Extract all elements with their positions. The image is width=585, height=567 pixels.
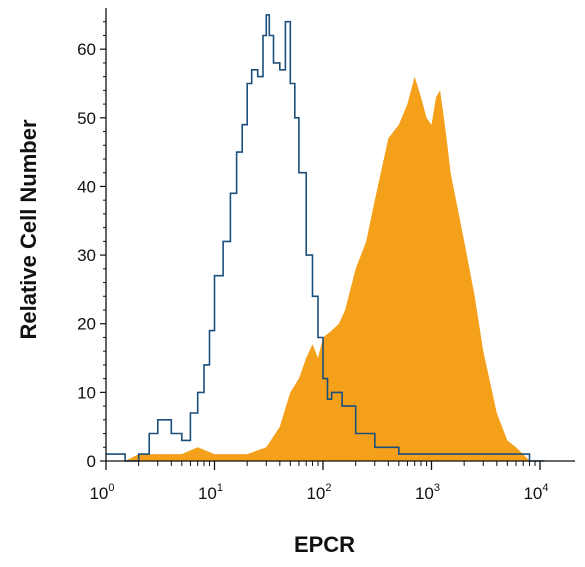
y-axis-title: Relative Cell Number: [16, 119, 41, 340]
series-outline-line: [106, 14, 545, 462]
series-filled-area: [106, 76, 540, 461]
x-tick-label: 100: [89, 482, 114, 503]
y-tick-labels: 0 10 20 30 40 50 60: [77, 40, 96, 471]
x-axis-title: EPCR: [294, 532, 355, 557]
x-tick-label: 104: [523, 482, 548, 503]
y-tick-label: 30: [77, 246, 96, 265]
x-tick-label: 102: [306, 482, 331, 503]
y-tick-label: 50: [77, 109, 96, 128]
x-tick-label: 103: [415, 482, 440, 503]
y-tick-label: 60: [77, 40, 96, 59]
plot-area: [106, 14, 545, 462]
y-tick-label: 0: [87, 452, 96, 471]
y-tick-label: 20: [77, 315, 96, 334]
y-tick-label: 40: [77, 177, 96, 196]
x-tick-label: 101: [198, 482, 223, 503]
axes: [100, 8, 575, 470]
x-tick-labels: 100 101 102 103 104: [89, 482, 548, 503]
y-tick-label: 10: [77, 383, 96, 402]
